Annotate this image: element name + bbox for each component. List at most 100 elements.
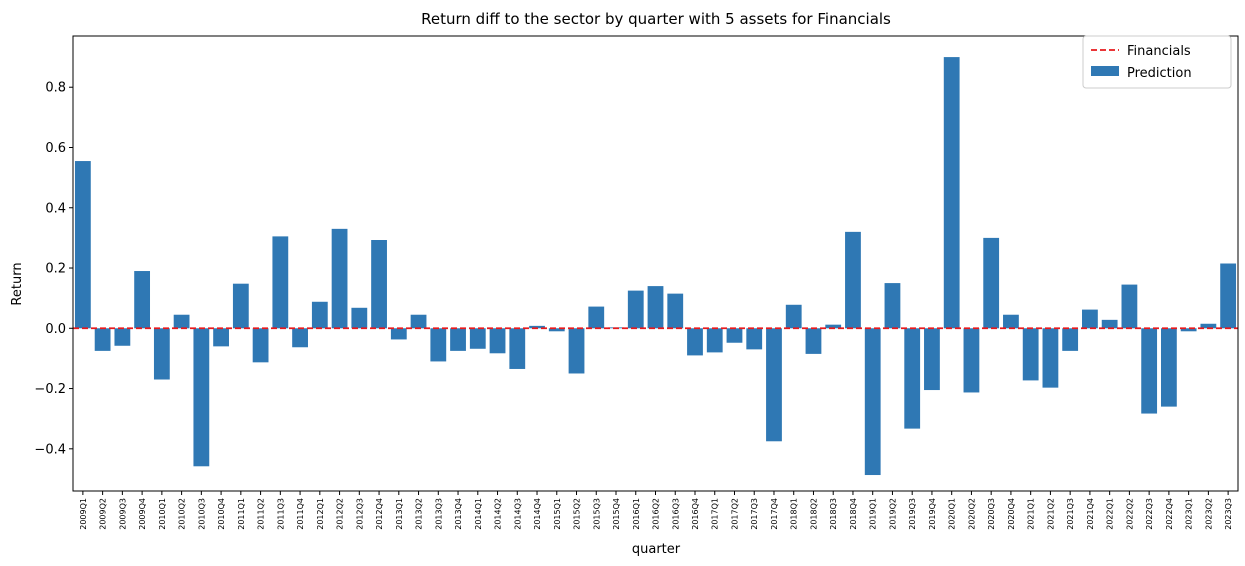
x-tick-label: 2017Q2 <box>730 498 739 530</box>
bar-2015Q3 <box>588 306 605 329</box>
x-tick-label: 2019Q4 <box>928 498 937 530</box>
x-tick-label: 2010Q1 <box>158 498 167 530</box>
bar-2017Q3 <box>746 328 763 350</box>
x-tick-label: 2009Q1 <box>79 498 88 530</box>
x-tick-label: 2022Q2 <box>1125 498 1134 530</box>
y-tick-label: 0.4 <box>45 201 66 216</box>
x-tick-label: 2013Q2 <box>415 498 424 530</box>
bar-2022Q4 <box>1160 328 1177 407</box>
y-tick-label: 0.8 <box>45 81 66 96</box>
y-tick-label: 0.0 <box>45 322 66 337</box>
x-tick-label: 2012Q3 <box>355 498 364 530</box>
x-tick-label: 2014Q2 <box>494 498 503 530</box>
bar-2018Q4 <box>845 231 861 329</box>
bar-2018Q2 <box>805 328 822 354</box>
x-tick-label: 2012Q2 <box>336 498 345 530</box>
x-tick-label: 2019Q2 <box>888 498 897 530</box>
bar-2016Q3 <box>667 293 684 329</box>
x-tick-label: 2018Q3 <box>829 498 838 530</box>
x-tick-label: 2018Q4 <box>849 498 858 530</box>
legend-label-series: Prediction <box>1127 66 1192 81</box>
x-tick-label: 2013Q1 <box>395 498 404 530</box>
bar-2022Q3 <box>1141 328 1158 414</box>
legend-frame <box>1082 35 1232 89</box>
bar-2019Q3 <box>904 328 921 429</box>
x-tick-label: 2011Q2 <box>257 498 266 530</box>
bar-2016Q1 <box>627 290 644 329</box>
bar-2023Q1 <box>1180 328 1197 332</box>
x-tick-label: 2020Q4 <box>1007 498 1016 530</box>
bar-2021Q2 <box>1042 328 1059 388</box>
x-tick-label: 2022Q4 <box>1165 498 1174 530</box>
x-tick-label: 2020Q1 <box>948 498 957 530</box>
x-tick-label: 2013Q3 <box>434 498 443 530</box>
bar-2023Q2 <box>1200 323 1217 329</box>
bar-2009Q2 <box>94 328 111 351</box>
x-tick-label: 2023Q2 <box>1204 498 1213 530</box>
bar-2012Q4 <box>371 240 387 329</box>
x-tick-label: 2014Q1 <box>474 498 483 530</box>
x-tick-label: 2017Q1 <box>711 498 720 530</box>
y-tick-label: 0.6 <box>45 141 66 156</box>
x-tick-label: 2009Q4 <box>138 498 147 530</box>
bar-2020Q3 <box>983 237 1000 329</box>
x-tick-label: 2019Q3 <box>908 498 917 530</box>
bar-2009Q3 <box>114 328 131 346</box>
bar-2011Q4 <box>292 328 308 348</box>
x-tick-label: 2014Q4 <box>533 498 542 530</box>
bar-2017Q2 <box>726 328 743 343</box>
x-tick-label: 2021Q2 <box>1046 498 1055 530</box>
bar-2014Q1 <box>469 328 486 349</box>
legend-swatch-series <box>1091 66 1119 76</box>
x-tick-label: 2010Q2 <box>178 498 187 530</box>
x-tick-label: 2016Q1 <box>632 498 641 530</box>
bar-2010Q4 <box>213 328 229 347</box>
y-tick-label: 0.2 <box>45 262 66 277</box>
x-tick-label: 2009Q2 <box>99 498 108 530</box>
bar-2016Q4 <box>687 328 703 356</box>
x-tick-label: 2017Q4 <box>770 498 779 530</box>
legend-label-reference: Financials <box>1127 44 1191 59</box>
bar-2022Q1 <box>1101 319 1118 329</box>
x-tick-label: 2020Q3 <box>987 498 996 530</box>
x-tick-label: 2023Q3 <box>1224 498 1233 530</box>
bar-2020Q4 <box>1003 314 1019 329</box>
x-tick-label: 2021Q4 <box>1086 498 1095 530</box>
bar-2009Q1 <box>74 161 91 329</box>
x-tick-label: 2015Q4 <box>612 498 621 530</box>
x-tick-label: 2016Q2 <box>652 498 661 530</box>
bar-2013Q3 <box>430 328 447 362</box>
bar-2019Q4 <box>924 328 940 391</box>
x-tick-label: 2010Q3 <box>197 498 206 530</box>
y-axis-label: Return <box>10 262 25 305</box>
bar-2021Q4 <box>1082 309 1098 329</box>
x-tick-label: 2016Q3 <box>671 498 680 530</box>
bar-2009Q4 <box>134 271 151 329</box>
x-tick-label: 2014Q3 <box>513 498 522 530</box>
x-tick-label: 2023Q1 <box>1185 498 1194 530</box>
bar-2011Q1 <box>232 283 249 329</box>
x-tick-label: 2017Q3 <box>750 498 759 530</box>
x-tick-label: 2009Q3 <box>118 498 127 530</box>
x-tick-label: 2018Q2 <box>809 498 818 530</box>
bar-2013Q2 <box>410 314 427 329</box>
bar-2018Q1 <box>785 304 802 329</box>
bar-2013Q4 <box>450 328 466 351</box>
x-tick-label: 2016Q4 <box>691 498 700 530</box>
plot-area: −0.4 −0.2 0.0 0.2 0.4 0.6 0.8 2009Q1 2009Q2 2009Q… <box>34 35 1239 530</box>
bar-2010Q2 <box>173 314 190 329</box>
bar-2022Q2 <box>1121 284 1138 329</box>
bar-2012Q2 <box>331 228 348 329</box>
bar-2019Q2 <box>884 283 901 329</box>
x-tick-label: 2011Q1 <box>237 498 246 530</box>
x-tick-label: 2013Q4 <box>454 498 463 530</box>
x-tick-label: 2018Q1 <box>790 498 799 530</box>
x-tick-label: 2020Q2 <box>967 498 976 530</box>
bar-2018Q3 <box>825 324 842 329</box>
bar-2014Q2 <box>489 328 506 354</box>
bar-2015Q1 <box>548 328 565 332</box>
bar-2012Q1 <box>311 301 328 329</box>
plot-frame <box>72 35 1239 492</box>
x-tick-label: 2012Q4 <box>375 498 384 530</box>
bar-2020Q1 <box>943 57 960 329</box>
